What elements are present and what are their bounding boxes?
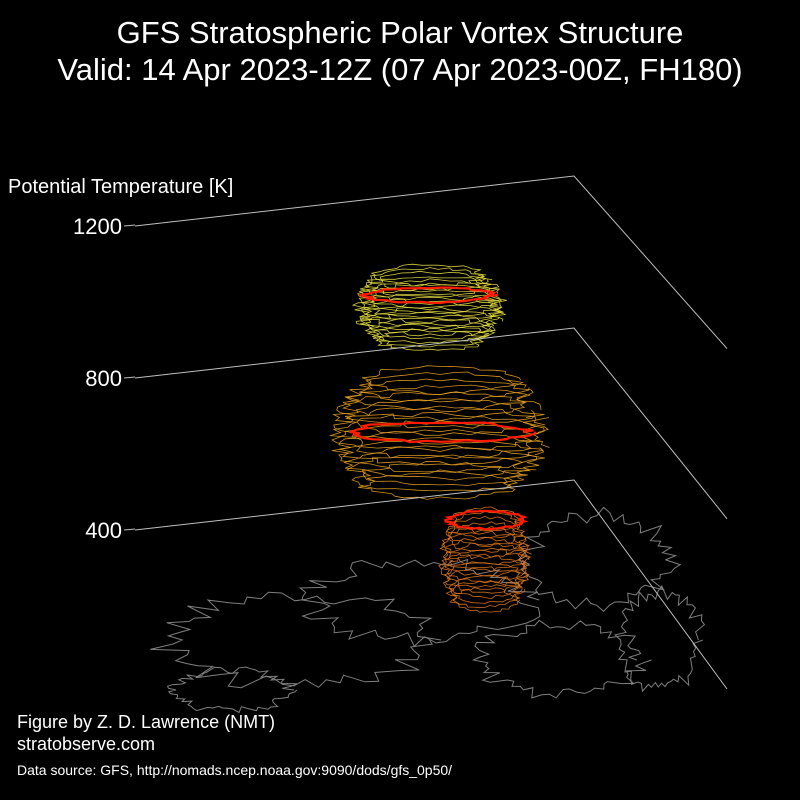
contour-1-9 bbox=[332, 398, 550, 436]
contour-1-6 bbox=[331, 420, 541, 460]
vortex-edge-0 bbox=[444, 509, 529, 531]
contour-0-0 bbox=[449, 587, 521, 613]
author-credit: Figure by Z. D. Lawrence (NMT) bbox=[17, 712, 276, 732]
contour-2-7 bbox=[351, 293, 504, 324]
contour-0-5 bbox=[440, 553, 529, 588]
z-axis-label: Potential Temperature [K] bbox=[8, 176, 233, 198]
contour-1-0 bbox=[358, 469, 519, 500]
contour-2-3 bbox=[359, 311, 496, 340]
contour-1-3 bbox=[342, 444, 540, 481]
contour-0-14 bbox=[452, 506, 521, 533]
z-tick-mark-400 bbox=[123, 528, 136, 531]
coastline-2 bbox=[516, 506, 682, 612]
z-axis-ticks: 400 800 1200 bbox=[73, 214, 136, 543]
z-tick-label-1200: 1200 bbox=[73, 214, 122, 239]
contour-0-6 bbox=[438, 547, 530, 584]
z-tick-mark-1200 bbox=[123, 224, 136, 227]
contour-1-14 bbox=[361, 365, 524, 396]
vortex-layer-middle bbox=[329, 365, 550, 500]
vortex-edge-1 bbox=[349, 421, 537, 444]
contour-0-9 bbox=[439, 530, 530, 565]
contour-0-1 bbox=[450, 580, 520, 609]
contour-1-5 bbox=[331, 429, 550, 466]
contour-0-7 bbox=[444, 542, 530, 577]
contour-2-8 bbox=[358, 287, 507, 318]
vortex-edge-2 bbox=[358, 286, 498, 305]
contour-0-11 bbox=[445, 521, 528, 553]
coastline-map bbox=[150, 506, 706, 714]
title-line-1: GFS Stratospheric Polar Vortex Structure bbox=[116, 15, 684, 50]
coastline-0 bbox=[150, 591, 442, 689]
axis-grid-lines bbox=[134, 175, 728, 690]
contour-0-13 bbox=[450, 510, 524, 540]
contour-1-13 bbox=[359, 371, 530, 403]
coastline-3 bbox=[471, 619, 652, 699]
contour-0-4 bbox=[443, 561, 530, 594]
axis-frame-1200 bbox=[134, 175, 728, 349]
credits-block: Figure by Z. D. Lawrence (NMT) stratobse… bbox=[17, 711, 452, 779]
contour-0-12 bbox=[445, 515, 525, 548]
z-tick-label-800: 800 bbox=[85, 366, 122, 391]
axis-frame-800 bbox=[134, 327, 728, 520]
contour-1-2 bbox=[345, 454, 537, 486]
data-source-credit: Data source: GFS, http://nomads.ncep.noa… bbox=[17, 762, 453, 778]
contour-1-7 bbox=[329, 411, 549, 452]
coastline-5 bbox=[614, 585, 706, 693]
contour-1-1 bbox=[351, 461, 528, 492]
contour-2-14 bbox=[370, 263, 487, 287]
z-tick-label-400: 400 bbox=[85, 518, 122, 543]
website-credit: stratobserve.com bbox=[17, 734, 156, 754]
contour-0-3 bbox=[442, 566, 527, 600]
contour-0-8 bbox=[442, 536, 532, 572]
z-tick-mark-800 bbox=[123, 376, 136, 379]
contour-0-2 bbox=[445, 574, 526, 604]
contour-2-2 bbox=[364, 317, 496, 345]
chart-title: GFS Stratospheric Polar Vortex Structure… bbox=[0, 14, 800, 88]
contour-1-12 bbox=[345, 378, 534, 413]
coastline-4 bbox=[166, 666, 298, 714]
contour-2-12 bbox=[364, 270, 492, 298]
axis-frame-400 bbox=[134, 479, 728, 690]
contour-1-11 bbox=[342, 384, 528, 422]
vortex-contours bbox=[329, 263, 550, 613]
contour-1-10 bbox=[336, 391, 542, 429]
title-line-2: Valid: 14 Apr 2023-12Z (07 Apr 2023-00Z,… bbox=[57, 52, 743, 87]
vortex-layer-upper bbox=[351, 263, 507, 351]
coastline-1 bbox=[298, 558, 541, 648]
contour-2-5 bbox=[360, 302, 502, 333]
vortex-layer-lower bbox=[438, 506, 532, 613]
contour-2-4 bbox=[355, 306, 504, 337]
